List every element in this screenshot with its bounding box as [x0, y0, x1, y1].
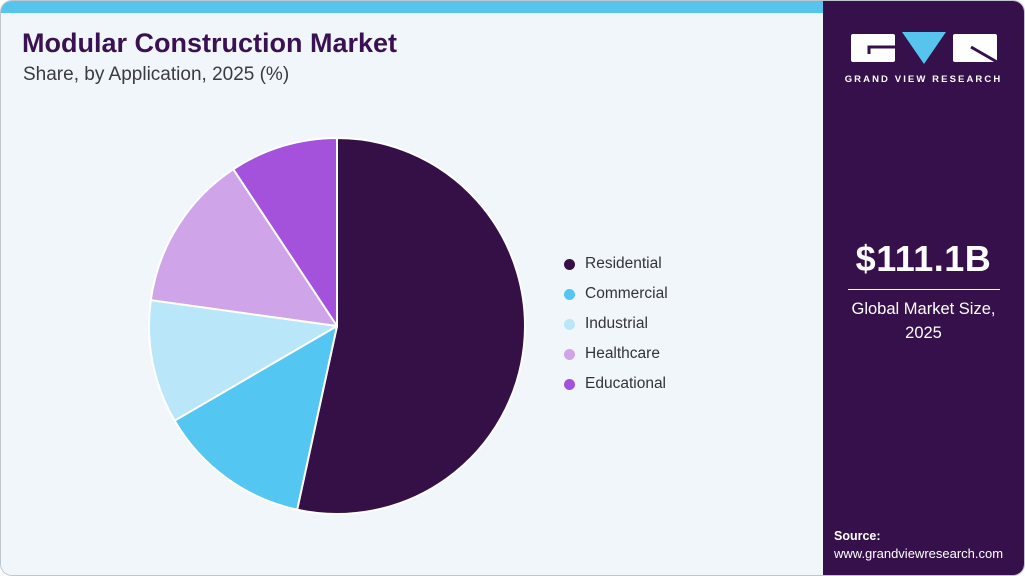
- market-size-block: $111.1B Global Market Size, 2025: [823, 238, 1024, 346]
- market-size-value: $111.1B: [855, 238, 992, 279]
- pie-slice-industrial: [148, 299, 338, 422]
- legend-label: Educational: [585, 375, 667, 392]
- logo-letter-r-mark: [969, 45, 998, 64]
- pie-slice-healthcare: [149, 168, 338, 327]
- legend-label: Industrial: [585, 315, 648, 332]
- legend-item: Commercial: [564, 285, 668, 303]
- top-accent-bar: [1, 1, 823, 13]
- logo-letter-g-mark: [867, 45, 895, 54]
- page-subtitle: Share, by Application, 2025 (%): [23, 64, 290, 85]
- legend-swatch: [564, 318, 575, 330]
- legend-label: Residential: [585, 255, 662, 272]
- chart-panel: Modular Construction Market Share, by Ap…: [1, 1, 823, 575]
- source-block: Source: www.grandviewresearch.com: [834, 529, 1003, 561]
- legend-item: Industrial: [564, 315, 668, 333]
- legend-swatch: [564, 288, 575, 300]
- pie-slice-commercial: [173, 325, 338, 511]
- legend-item: Healthcare: [564, 345, 668, 363]
- pie-chart: [148, 137, 526, 515]
- chart-legend: Residential Commercial Industrial Healthcar…: [564, 255, 668, 393]
- pie-slice-educational: [232, 137, 338, 327]
- legend-item: Residential: [564, 255, 668, 273]
- legend-label: Commercial: [585, 285, 668, 302]
- gvr-logo-icon: [850, 32, 998, 64]
- market-size-divider: [847, 289, 1000, 290]
- gvr-logo: GRAND VIEW RESEARCH: [823, 27, 1024, 85]
- legend-swatch: [564, 258, 575, 270]
- logo-letter-v: [901, 32, 946, 64]
- pie-slice-residential: [296, 137, 526, 515]
- legend-label: Healthcare: [585, 345, 660, 362]
- page-title: Modular Construction Market: [22, 28, 398, 58]
- market-size-label: Global Market Size, 2025: [851, 300, 996, 342]
- source-label: Source:: [834, 529, 881, 543]
- gvr-logo-text: GRAND VIEW RESEARCH: [844, 74, 1003, 85]
- legend-swatch: [564, 348, 575, 360]
- sidebar: GRAND VIEW RESEARCH $111.1B Global Marke…: [823, 1, 1024, 575]
- legend-swatch: [564, 378, 575, 390]
- legend-item: Educational: [564, 375, 668, 393]
- source-url: www.grandviewresearch.com: [834, 546, 1004, 561]
